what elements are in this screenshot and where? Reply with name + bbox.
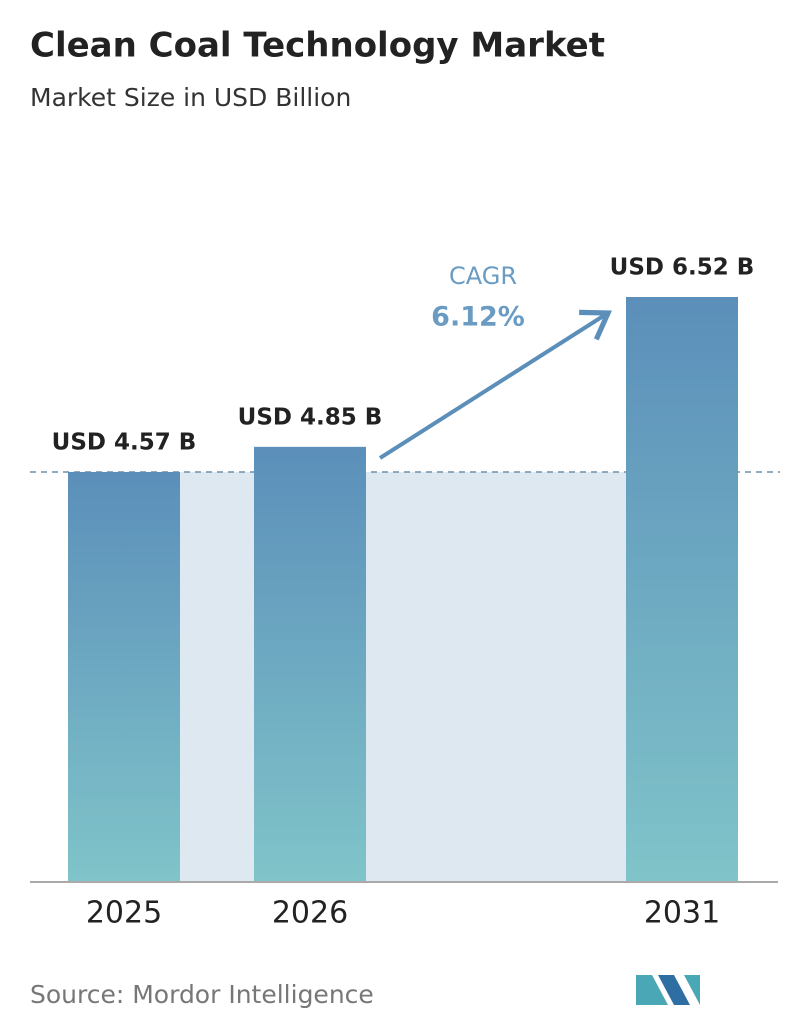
value-label: USD 4.85 B (238, 404, 383, 430)
cagr-arrow (378, 309, 612, 460)
value-label: USD 4.57 B (52, 429, 197, 455)
cagr-label: CAGR (449, 262, 517, 290)
source: Source: Mordor Intelligence (30, 980, 374, 1009)
chart-title: Clean Coal Technology Market (30, 26, 605, 66)
logo (636, 975, 700, 1005)
x-tick-label: 2031 (644, 896, 720, 931)
chart-subtitle: Market Size in USD Billion (30, 83, 351, 112)
bar (626, 297, 738, 882)
x-tick-label: 2026 (272, 896, 348, 931)
cagr-value: 6.12% (431, 302, 525, 333)
bar (68, 471, 180, 882)
x-tick-label: 2025 (86, 896, 162, 931)
value-label: USD 6.52 B (610, 255, 755, 281)
bar (254, 446, 366, 882)
